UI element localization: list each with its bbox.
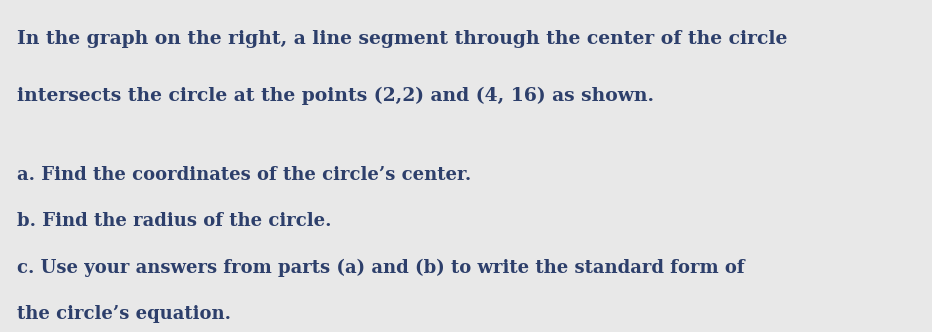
Text: c. Use your answers from parts (a) and (b) to write the standard form of: c. Use your answers from parts (a) and (… <box>17 259 745 277</box>
Text: In the graph on the right, a line segment through the center of the circle: In the graph on the right, a line segmen… <box>17 30 788 48</box>
Text: b. Find the radius of the circle.: b. Find the radius of the circle. <box>17 212 331 230</box>
Text: intersects the circle at the points (2,2) and (4, 16) as shown.: intersects the circle at the points (2,2… <box>17 86 653 105</box>
Text: the circle’s equation.: the circle’s equation. <box>17 305 231 323</box>
Text: a. Find the coordinates of the circle’s center.: a. Find the coordinates of the circle’s … <box>17 166 471 184</box>
